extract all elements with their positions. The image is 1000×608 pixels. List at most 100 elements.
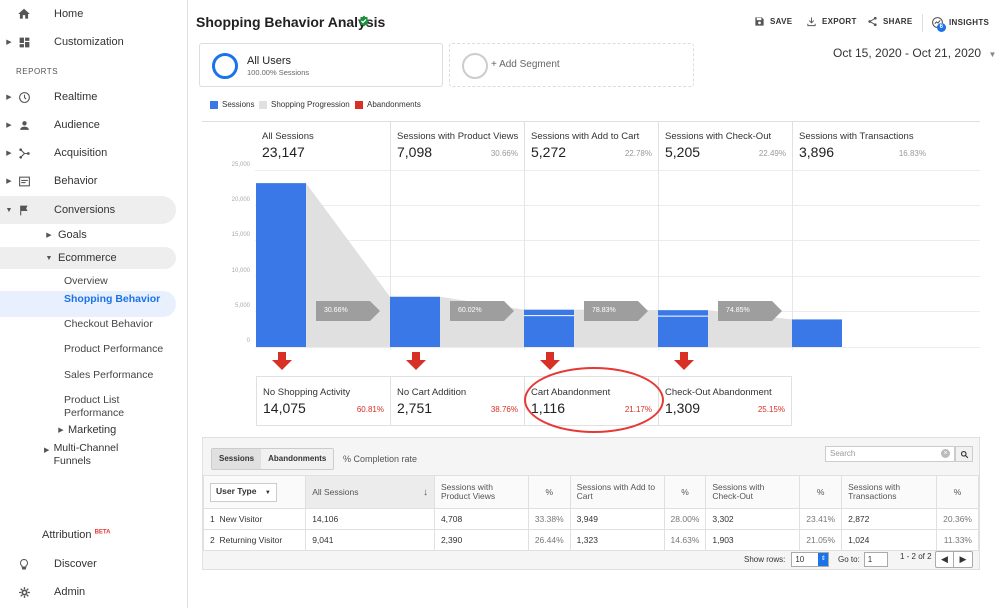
nav-ecommerce-label: Ecommerce	[58, 252, 117, 264]
insights-icon: 6	[931, 16, 946, 32]
prev-page-icon[interactable]: ◀	[936, 552, 954, 567]
page-title: Shopping Behavior Analysis	[196, 14, 386, 30]
nav-attribution[interactable]: Attribution BETA	[42, 529, 110, 541]
funnel-bar[interactable]	[658, 310, 708, 347]
nav-realtime[interactable]: ▶ Realtime	[0, 83, 176, 111]
cell-value: 3,302	[705, 508, 801, 530]
nav-product-list-performance[interactable]: Product List Performance	[64, 394, 125, 419]
date-range-picker[interactable]: Oct 15, 2020 - Oct 21, 2020 ▼	[833, 46, 996, 60]
share-label: SHARE	[883, 17, 913, 26]
stage-percent: 22.78%	[624, 149, 652, 158]
nav-acquisition[interactable]: ▶ Acquisition	[0, 139, 176, 167]
legend-abandonments: Abandonments	[355, 100, 421, 109]
conversion-arrow	[450, 301, 514, 321]
column-header[interactable]: %	[527, 475, 571, 509]
funnel-bar[interactable]	[524, 309, 574, 347]
nav-multichannel[interactable]: ▶ Multi-Channel Funnels	[44, 442, 154, 467]
share-button[interactable]: SHARE	[867, 16, 913, 27]
stage-value: 5,272	[531, 144, 567, 160]
nav-multichannel-label: Multi-Channel Funnels	[53, 442, 119, 467]
acquisition-icon	[16, 145, 32, 161]
nav-conversions[interactable]: ▼ Conversions	[0, 196, 176, 224]
select-arrows-icon: ⇕	[818, 553, 829, 566]
nav-admin[interactable]: Admin	[0, 578, 176, 606]
show-rows-select[interactable]: 10 ⇕	[791, 552, 830, 567]
row-dimension-cell[interactable]: 2 Returning Visitor	[202, 529, 307, 551]
reports-label: REPORTS	[16, 67, 59, 76]
tab-abandonments[interactable]: Abandonments	[261, 449, 334, 469]
column-header[interactable]: %	[799, 475, 843, 509]
share-icon	[868, 16, 877, 27]
dropdown-caret-icon: ▼	[988, 50, 997, 59]
goto-input[interactable]: 1	[863, 552, 888, 567]
abandonment-card[interactable]: Check-Out Abandonment 1,309 25.15%	[658, 376, 792, 426]
show-rows-value: 10	[795, 555, 805, 564]
conversion-arrow	[316, 301, 380, 321]
abandonment-percent: 60.81%	[356, 405, 384, 414]
nav-discover[interactable]: Discover	[0, 550, 176, 578]
nav-behavior[interactable]: ▶ Behavior	[0, 167, 176, 195]
dimension-header[interactable]: User Type ▼	[202, 475, 307, 509]
abandonment-label: No Cart Addition	[397, 387, 467, 398]
save-label: SAVE	[770, 17, 793, 26]
tab-sessions[interactable]: Sessions	[212, 449, 262, 469]
nav-marketing[interactable]: ▶ Marketing	[0, 419, 176, 441]
nav-customization[interactable]: ▶ Customization	[0, 28, 176, 56]
funnel-bar[interactable]	[256, 183, 306, 347]
nav-ecommerce[interactable]: ▼ Ecommerce	[0, 247, 176, 269]
abandonment-card[interactable]: No Cart Addition 2,751 38.76%	[390, 376, 524, 426]
legend-swatch	[355, 100, 363, 109]
y-tick-label: 10,000	[231, 268, 250, 274]
segment-all-users[interactable]: All Users 100.00% Sessions	[199, 43, 443, 87]
sort-down-icon: ↓	[422, 486, 428, 498]
column-header[interactable]: Sessions with Transactions	[841, 475, 938, 509]
abandonment-label: Check-Out Abandonment	[665, 387, 772, 398]
nav-audience[interactable]: ▶ Audience	[0, 111, 176, 139]
column-header[interactable]: Sessions with Add to Cart	[569, 475, 665, 509]
abandonment-value: 14,075	[263, 400, 306, 416]
nav-sales-performance[interactable]: Sales Performance	[64, 369, 154, 381]
stage-divider	[390, 170, 391, 350]
dimension-dropdown[interactable]: User Type ▼	[210, 482, 277, 502]
column-header[interactable]: Sessions with Check-Out	[705, 475, 801, 509]
export-button[interactable]: EXPORT	[806, 16, 857, 27]
nav-checkout-behavior[interactable]: Checkout Behavior	[64, 318, 153, 330]
nav-shopping-behavior[interactable]: Shopping Behavior	[64, 293, 161, 305]
column-header[interactable]: All Sessions ↓	[305, 475, 435, 509]
column-header[interactable]: Sessions with Product Views	[433, 475, 529, 509]
column-header[interactable]: %	[663, 475, 707, 509]
segment-name: All Users	[247, 55, 292, 67]
abandonment-card[interactable]: No Shopping Activity 14,075 60.81%	[256, 376, 390, 426]
save-button[interactable]: SAVE	[754, 16, 792, 27]
nav-overview[interactable]: Overview	[64, 275, 108, 287]
stage-value: 3,896	[799, 144, 835, 160]
chevron-down-icon: ▼	[5, 206, 13, 214]
insights-button[interactable]: 6 INSIGHTS	[931, 16, 989, 32]
table-search-input[interactable]: Search ×	[825, 446, 955, 462]
export-label: EXPORT	[822, 17, 857, 26]
segment-sub: 100.00% Sessions	[247, 68, 310, 77]
cell-value: 4,708	[433, 508, 529, 530]
add-segment-button[interactable]: + Add Segment	[449, 43, 694, 87]
column-header[interactable]: %	[936, 475, 979, 509]
conversion-rate-label: 30.66%	[324, 307, 348, 314]
segment-circle-icon	[212, 53, 238, 79]
search-button[interactable]	[955, 446, 973, 462]
nav-home[interactable]: Home	[0, 0, 176, 28]
nav-goals[interactable]: ▶ Goals	[0, 224, 176, 246]
next-page-icon[interactable]: ▶	[959, 554, 967, 564]
active-item-highlight	[0, 291, 176, 317]
funnel-bar[interactable]	[792, 319, 842, 347]
stage-card: Sessions with Transactions 3,896 16.83%	[792, 122, 932, 170]
flag-icon	[16, 202, 32, 218]
nav-goals-label: Goals	[58, 229, 87, 241]
clear-icon[interactable]: ×	[941, 449, 950, 458]
nav-product-performance[interactable]: Product Performance	[64, 343, 164, 355]
nav-home-label: Home	[54, 8, 84, 20]
home-icon	[16, 6, 32, 22]
abandonment-arrow-icon	[540, 352, 560, 370]
completion-rate-toggle[interactable]: % Completion rate	[343, 454, 418, 464]
row-dimension-cell[interactable]: 1 New Visitor	[202, 508, 307, 530]
funnel-bar[interactable]	[390, 296, 440, 347]
save-icon	[755, 17, 764, 26]
